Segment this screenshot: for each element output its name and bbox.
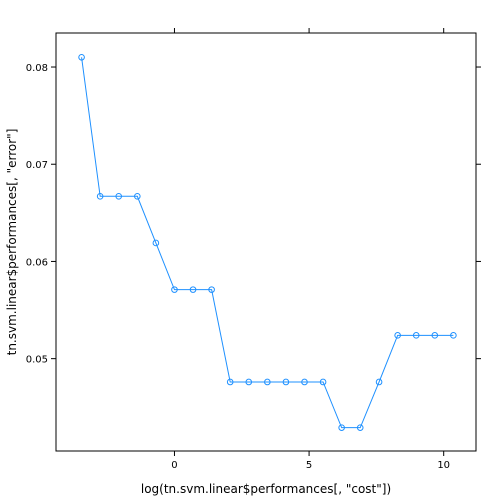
x-axis-title: log(tn.svm.linear$performances[, "cost"]… xyxy=(141,482,391,496)
x-tick-label: 0 xyxy=(171,460,177,471)
data-point xyxy=(208,286,215,293)
plot-frame xyxy=(55,32,477,452)
data-point xyxy=(431,332,439,339)
y-tick-label: 0.05 xyxy=(26,355,48,366)
data-point xyxy=(282,378,290,386)
data-point xyxy=(264,378,271,386)
data-point xyxy=(78,54,85,61)
data-point xyxy=(356,424,364,431)
data-point xyxy=(115,193,123,200)
data-point xyxy=(245,378,253,386)
data-point xyxy=(189,286,197,293)
data-point xyxy=(96,193,104,200)
data-point xyxy=(338,424,345,431)
x-tick-label: 5 xyxy=(306,460,312,471)
data-point xyxy=(134,193,141,200)
data-point xyxy=(301,378,308,386)
y-axis-title: tn.svm.linear$performances[, "error"] xyxy=(5,129,19,356)
axis-ticks: 0 5 10 0.05 0.06 0.07 0.08 xyxy=(26,28,481,471)
y-tick-label: 0.06 xyxy=(26,257,48,268)
y-tick-label: 0.07 xyxy=(26,160,48,171)
data-point xyxy=(171,286,178,293)
data-series xyxy=(78,54,457,431)
data-point xyxy=(319,378,327,386)
x-tick-label: 10 xyxy=(437,460,450,471)
y-tick-label: 0.08 xyxy=(26,63,48,74)
data-point xyxy=(226,378,234,386)
data-point xyxy=(152,239,160,247)
data-point xyxy=(394,332,401,339)
data-point xyxy=(450,332,457,339)
data-point xyxy=(412,332,420,339)
series-line xyxy=(81,57,454,429)
data-point xyxy=(375,378,383,386)
